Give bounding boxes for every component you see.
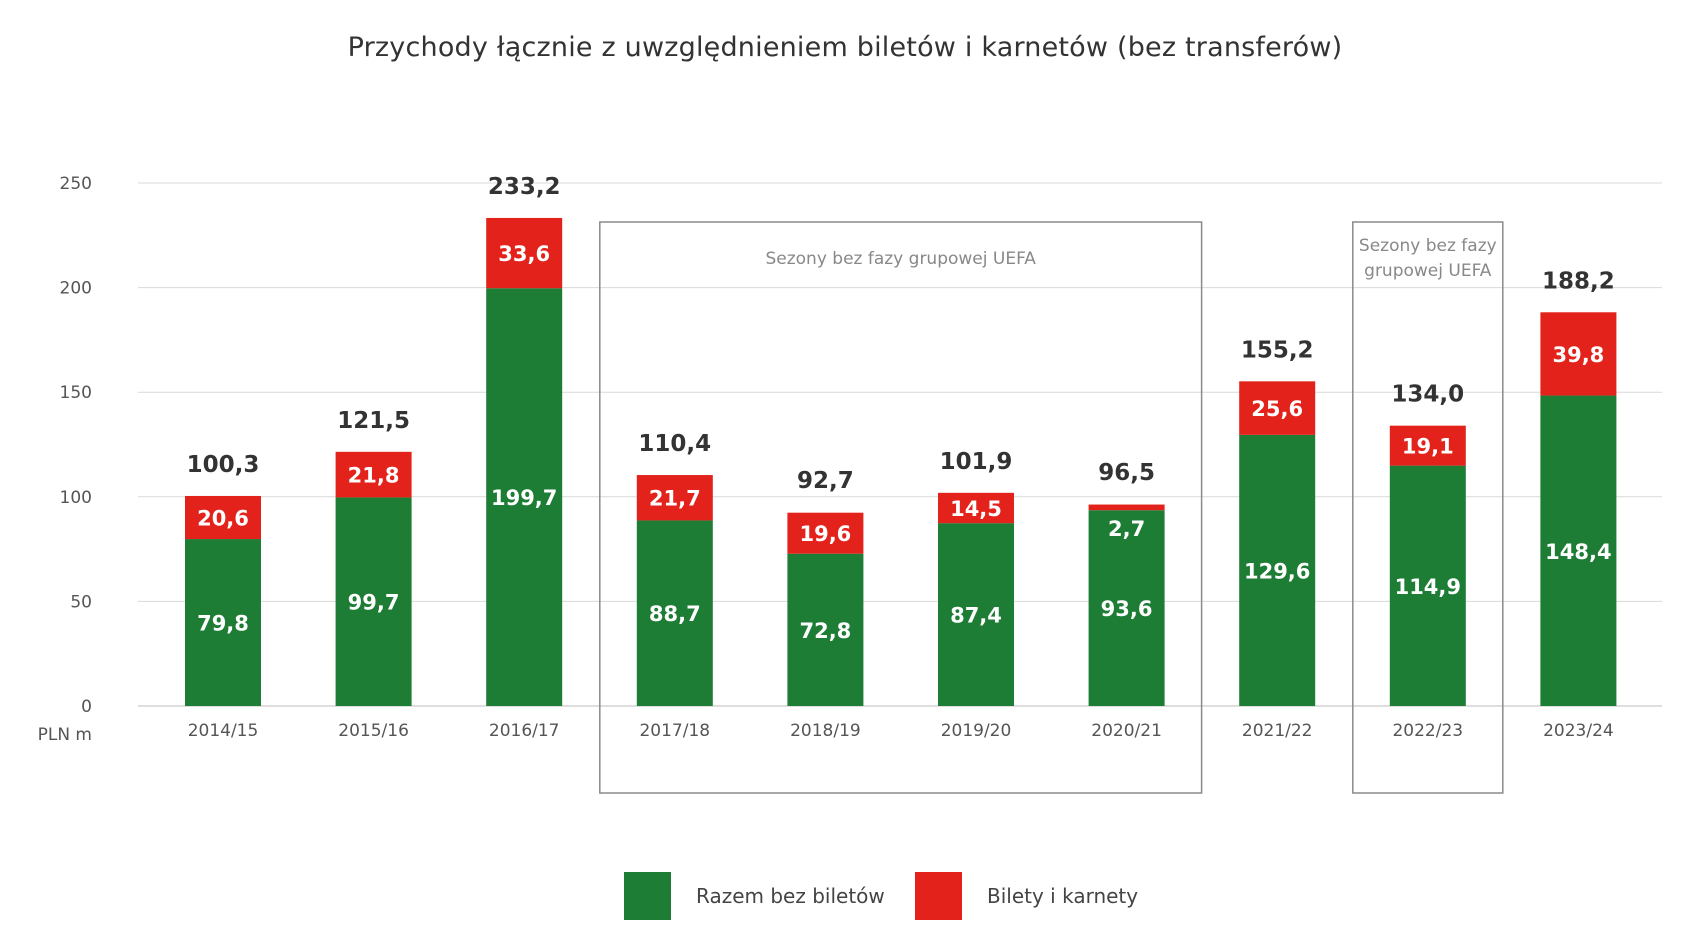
x-tick-label: 2018/19 xyxy=(790,721,861,741)
bar-value-label: 21,8 xyxy=(348,464,400,488)
x-tick-label: 2023/24 xyxy=(1543,721,1614,741)
bar-segment-tickets xyxy=(787,512,864,554)
bar-segment-base xyxy=(636,520,713,706)
bar-value-label: 99,7 xyxy=(348,591,400,615)
legend-swatch xyxy=(624,872,671,920)
y-tick-label: 250 xyxy=(60,174,92,194)
bar-value-label: 20,6 xyxy=(197,507,249,531)
bar-segment-tickets xyxy=(1239,381,1316,435)
bar-value-label: 199,7 xyxy=(491,486,557,510)
chart-title: Przychody łącznie z uwzględnieniem bilet… xyxy=(347,32,1343,63)
bar-value-label: 2,7 xyxy=(1108,517,1145,541)
bar-segment-base xyxy=(938,523,1014,706)
bar-segment-base xyxy=(335,497,412,706)
legend-label: Razem bez biletów xyxy=(696,884,885,908)
y-tick-label: 50 xyxy=(70,592,92,612)
bar-value-label: 87,4 xyxy=(950,604,1002,628)
annotation-label: Sezony bez fazy xyxy=(1359,236,1497,256)
bar-segment-tickets xyxy=(486,217,563,289)
bar-segment-tickets xyxy=(1088,504,1165,511)
bar-value-label: 88,7 xyxy=(649,602,701,626)
bar-value-label: 14,5 xyxy=(950,497,1002,521)
bar-value-label: 21,7 xyxy=(649,487,701,511)
y-tick-label: 100 xyxy=(60,488,92,508)
bar-segment-base xyxy=(1389,465,1466,706)
x-tick-label: 2015/16 xyxy=(338,721,409,741)
bar-value-label: 39,8 xyxy=(1552,343,1604,367)
bar-segment-tickets xyxy=(1540,312,1617,396)
bar-total-label: 188,2 xyxy=(1542,268,1615,294)
bar-segment-tickets xyxy=(938,492,1014,524)
y-tick-label: 0 xyxy=(81,697,92,717)
x-tick-label: 2021/22 xyxy=(1242,721,1313,741)
bar-value-label: 72,8 xyxy=(799,619,851,643)
y-tick-label: 200 xyxy=(60,279,92,299)
bar-segment-base xyxy=(185,539,261,706)
annotation-label: grupowej UEFA xyxy=(1364,261,1492,281)
annotation-box xyxy=(1352,221,1504,794)
x-tick-label: 2020/21 xyxy=(1091,721,1162,741)
bar-segment-base xyxy=(787,553,864,706)
bar-total-label: 96,5 xyxy=(1098,460,1155,486)
legend-swatch xyxy=(915,872,962,920)
y-unit-label: PLN m xyxy=(38,725,92,745)
bar-segment-base xyxy=(1540,395,1617,706)
bar-segment-tickets xyxy=(636,475,713,521)
bar-segment-tickets xyxy=(185,495,261,540)
bar-segment-base xyxy=(486,288,563,706)
bar-value-label: 33,6 xyxy=(498,242,550,266)
bar-total-label: 110,4 xyxy=(638,431,711,457)
bar-segment-tickets xyxy=(335,451,412,498)
y-tick-label: 150 xyxy=(60,383,92,403)
bar-total-label: 101,9 xyxy=(940,449,1013,475)
bar-value-label: 25,6 xyxy=(1251,397,1303,421)
annotation-box xyxy=(599,221,1203,794)
bar-value-label: 148,4 xyxy=(1545,540,1611,564)
bar-total-label: 121,5 xyxy=(337,408,410,434)
x-tick-label: 2019/20 xyxy=(941,721,1012,741)
x-tick-label: 2014/15 xyxy=(188,721,259,741)
bar-segment-base xyxy=(1239,434,1316,706)
bar-total-label: 134,0 xyxy=(1391,382,1464,408)
bar-value-label: 19,1 xyxy=(1402,435,1454,459)
x-tick-label: 2016/17 xyxy=(489,721,560,741)
x-tick-label: 2022/23 xyxy=(1392,721,1463,741)
x-tick-label: 2017/18 xyxy=(639,721,710,741)
bar-value-label: 114,9 xyxy=(1395,575,1461,599)
bar-total-label: 233,2 xyxy=(488,174,561,200)
bar-segment-tickets xyxy=(1389,425,1466,466)
bar-value-label: 19,6 xyxy=(799,522,851,546)
bar-value-label: 129,6 xyxy=(1244,559,1310,583)
bar-total-label: 100,3 xyxy=(187,452,260,478)
bar-value-label: 93,6 xyxy=(1101,597,1153,621)
bar-value-label: 79,8 xyxy=(197,612,249,636)
bar-segment-base xyxy=(1088,510,1165,706)
bar-total-label: 92,7 xyxy=(797,468,854,494)
bar-total-label: 155,2 xyxy=(1241,337,1314,363)
annotation-label: Sezony bez fazy grupowej UEFA xyxy=(765,249,1036,269)
legend-label: Bilety i karnety xyxy=(987,884,1138,908)
